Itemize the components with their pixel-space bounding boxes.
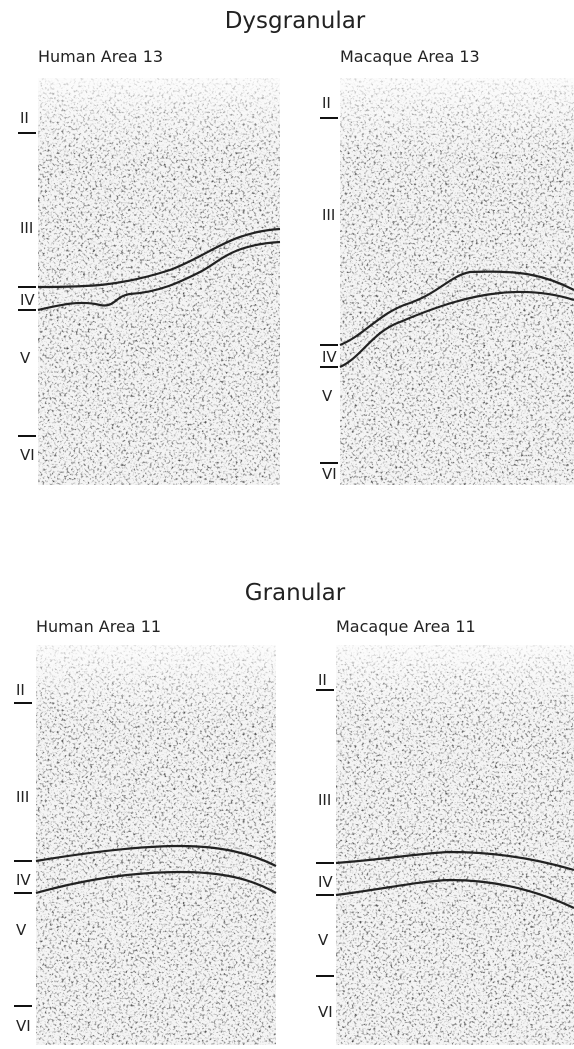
layer-label: II [318, 671, 327, 689]
layer-iv-boundary [35, 844, 277, 867]
layer-iv-boundary [339, 270, 574, 347]
layer-label: III [16, 788, 29, 806]
layer-iv-boundary [335, 850, 574, 872]
panel-label: Macaque Area 13 [340, 47, 480, 66]
layer-i-fade [36, 645, 276, 1045]
layer-iv-boundary [37, 240, 281, 312]
layer-label: II [16, 681, 25, 699]
section-title: Granular [245, 580, 346, 606]
layer-label: VI [16, 1017, 31, 1035]
panel-label: Macaque Area 11 [336, 617, 476, 636]
layer-label: VI [318, 1003, 333, 1021]
section-title: Dysgranular [225, 8, 366, 34]
layer-label: V [322, 387, 333, 405]
layer-label: V [318, 931, 329, 949]
layer-label: V [16, 921, 27, 939]
layer-label: II [20, 109, 29, 127]
layer-label: III [20, 219, 33, 237]
panel-label: Human Area 13 [38, 47, 163, 66]
layer-i-fade [340, 78, 574, 485]
panel-label: Human Area 11 [36, 617, 161, 636]
layer-label: III [318, 791, 331, 809]
layer-i-fade [38, 78, 280, 485]
layer-iv-boundary [35, 870, 277, 895]
layer-iv-boundary [37, 227, 281, 289]
layer-iv-boundary [339, 290, 574, 369]
layer-label: VI [322, 465, 337, 483]
layer-label: IV [318, 873, 333, 891]
layer-iv-boundary [335, 878, 574, 909]
layer-label: IV [16, 871, 31, 889]
layer-label: II [322, 94, 331, 112]
layer-label: IV [20, 291, 35, 309]
layer-i-fade [336, 645, 574, 1045]
layer-label: IV [322, 348, 337, 366]
layer-label: VI [20, 446, 35, 464]
layer-label: V [20, 349, 31, 367]
layer-label: III [322, 206, 335, 224]
boundaries [35, 227, 574, 909]
